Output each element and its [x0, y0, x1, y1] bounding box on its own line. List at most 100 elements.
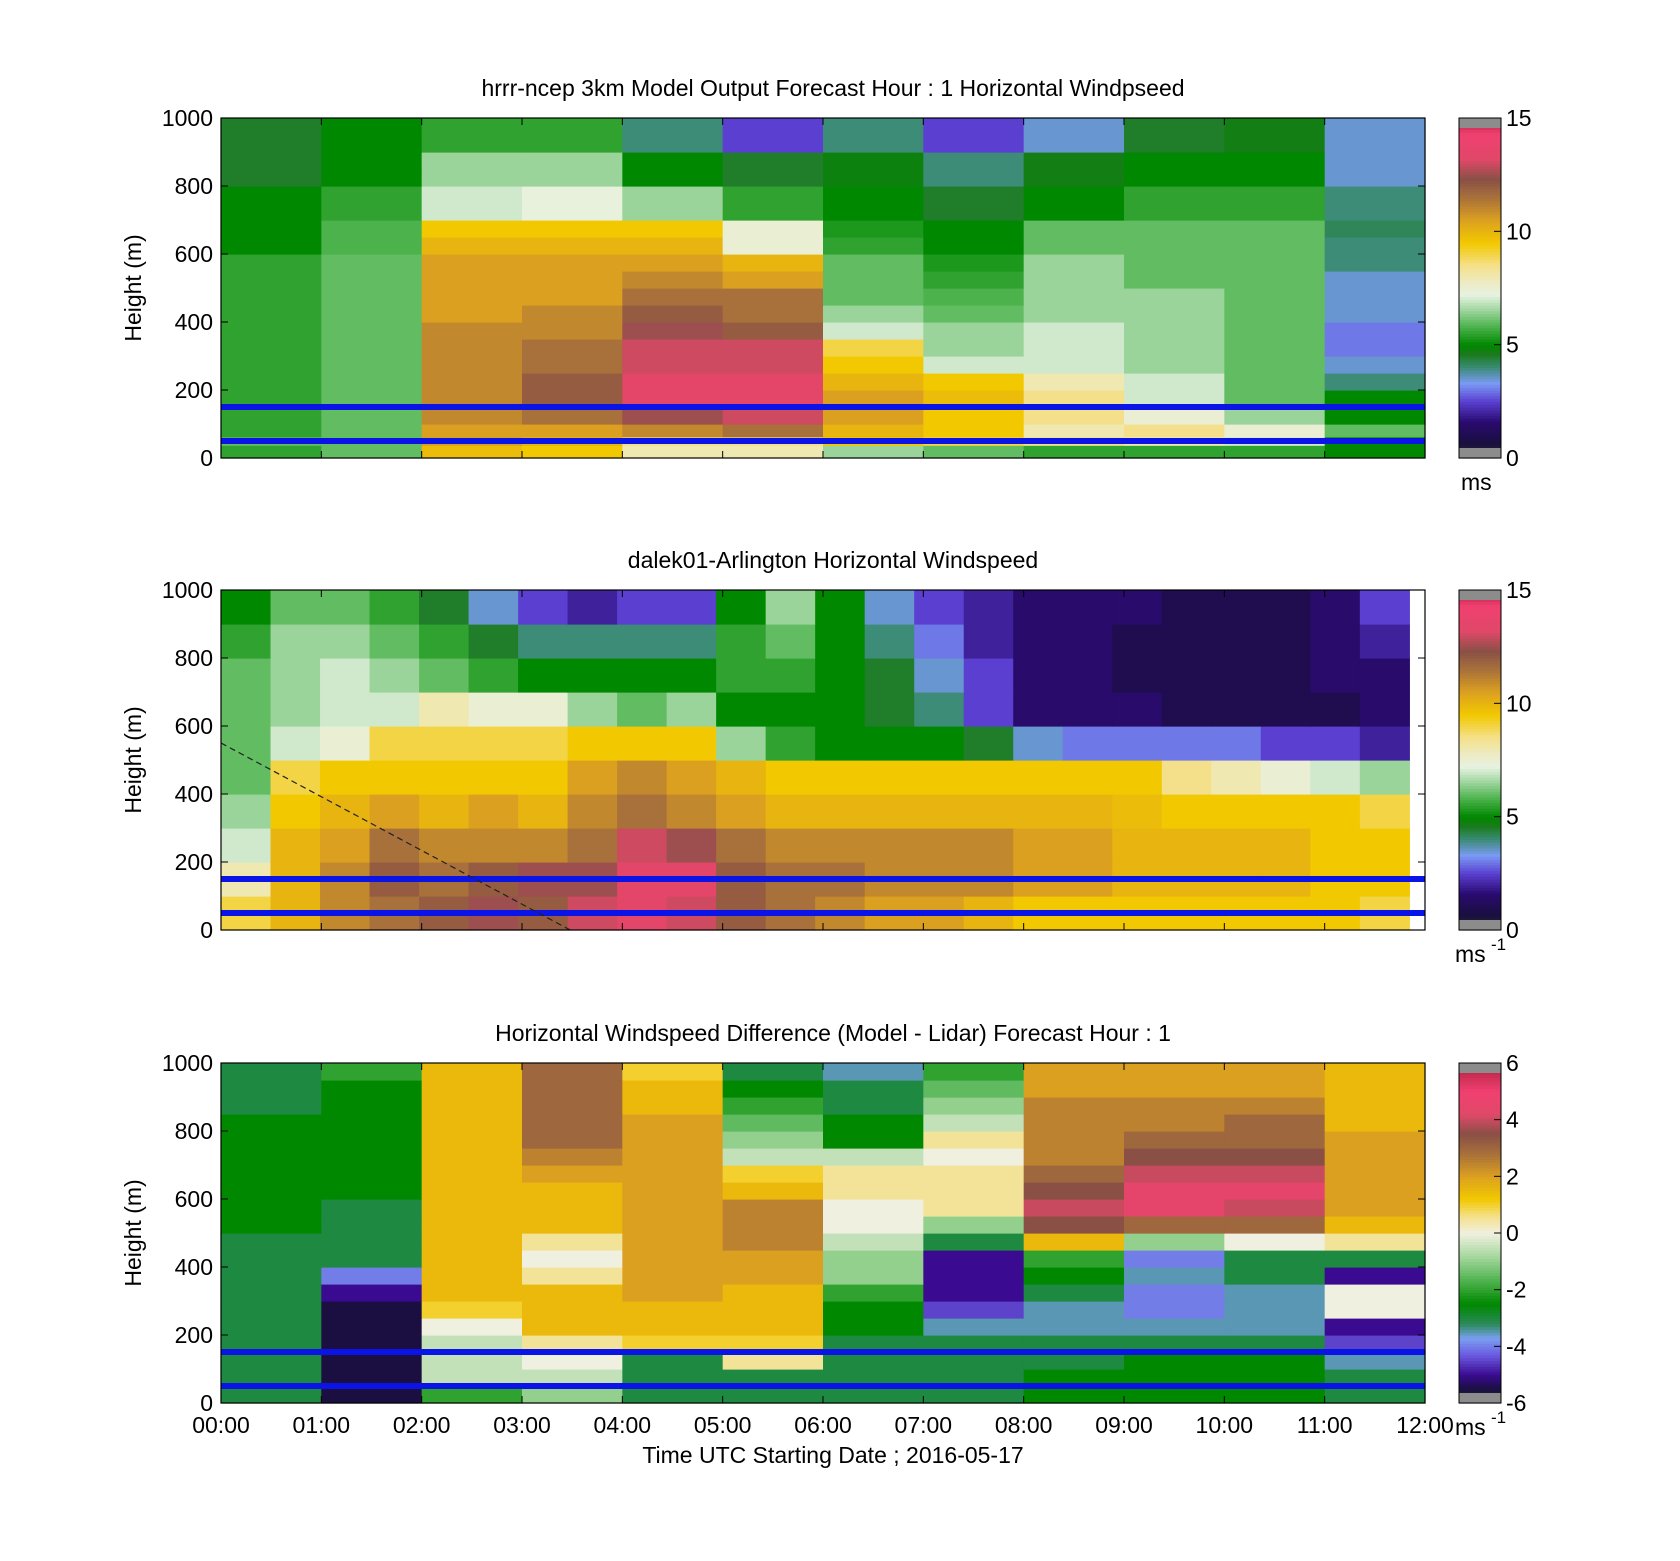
- heatmap-cell: [722, 1386, 824, 1404]
- heatmap-cell: [221, 1233, 322, 1251]
- heatmap-cell: [221, 692, 272, 727]
- colorbar-cap: [1459, 920, 1501, 930]
- panel-title: Horizontal Windspeed Difference (Model -…: [495, 1020, 1171, 1046]
- colorbar-segment: [1459, 129, 1501, 133]
- colorbar-segment: [1459, 1114, 1501, 1118]
- colorbar-segment: [1459, 268, 1501, 272]
- heatmap-cell: [1062, 794, 1113, 829]
- heatmap-cell: [716, 624, 767, 659]
- heatmap-cell: [1224, 445, 1326, 459]
- colorbar-tick-label: 0: [1506, 917, 1519, 943]
- colorbar-cap: [1459, 1063, 1501, 1073]
- heatmap-cell: [914, 760, 965, 795]
- colorbar-segment: [1459, 867, 1501, 872]
- heatmap-cell: [914, 692, 965, 727]
- colorbar-segment: [1459, 1292, 1501, 1296]
- heatmap-cell: [1324, 169, 1426, 187]
- heatmap-cell: [1124, 203, 1225, 221]
- heatmap-cell: [823, 390, 924, 408]
- heatmap-cell: [923, 203, 1025, 221]
- colorbar-segment: [1459, 310, 1501, 315]
- colorbar-segment: [1459, 896, 1501, 900]
- heatmap-cell: [864, 590, 915, 625]
- colorbar-segment: [1459, 876, 1501, 880]
- colorbar-segment: [1459, 186, 1501, 190]
- heatmap-cell: [1124, 1148, 1225, 1166]
- heatmap-cell: [923, 1301, 1025, 1319]
- model-windspeed-panel: 0 200 400 600 800 1000 hrrr-ncep 3km Model Out…: [120, 75, 1532, 495]
- heatmap-cell: [421, 1284, 523, 1302]
- colorbar-frame: [1458, 589, 1502, 931]
- heatmap-cell: [823, 1301, 924, 1319]
- colorbar-segment: [1459, 728, 1501, 733]
- heatmap-cell: [823, 339, 924, 357]
- colorbar-segment: [1459, 703, 1501, 707]
- heatmap-cell: [1359, 692, 1410, 727]
- colorbar-segment: [1459, 666, 1501, 670]
- heatmap-cell: [1124, 1284, 1225, 1302]
- heatmap-cell: [321, 1063, 423, 1081]
- colorbar-segment: [1459, 1278, 1501, 1282]
- heatmap-cell: [419, 590, 470, 625]
- colorbar-segment: [1459, 612, 1501, 617]
- heatmap-cell: [1013, 590, 1064, 625]
- colorbar-segment: [1459, 293, 1501, 298]
- heatmap-cell: [1224, 220, 1326, 238]
- colorbar-segment: [1459, 1238, 1501, 1243]
- heatmap-cell: [666, 794, 717, 829]
- colorbar-segment: [1459, 262, 1501, 266]
- heatmap-cell: [1023, 356, 1125, 374]
- heatmap-cell: [815, 658, 866, 693]
- colorbar-segment: [1459, 629, 1501, 634]
- heatmap-cell: [320, 692, 371, 727]
- heatmap-cell: [1359, 760, 1410, 795]
- heatmap-cell: [823, 1148, 924, 1166]
- heatmap-cell: [369, 624, 420, 659]
- colorbar-segment: [1459, 760, 1501, 764]
- heatmap-cell: [1224, 322, 1326, 340]
- heatmap-cell: [1260, 828, 1311, 863]
- heatmap-cell: [923, 152, 1025, 170]
- colorbar-segment: [1459, 404, 1501, 408]
- heatmap-cell: [666, 590, 717, 625]
- heatmap-cell: [421, 1250, 523, 1268]
- heatmap-cell: [622, 373, 724, 391]
- heatmap-cell: [1023, 1165, 1125, 1183]
- heatmap-cell: [522, 1233, 623, 1251]
- heatmap-cell: [1324, 1250, 1426, 1268]
- x-tick-label: 11:00: [1297, 1412, 1353, 1438]
- heatmap-cell: [622, 339, 724, 357]
- heatmap-cell: [1310, 624, 1361, 659]
- colorbar-segment: [1459, 1332, 1501, 1336]
- colorbar-segment: [1459, 1320, 1501, 1325]
- colorbar-segment: [1459, 754, 1501, 758]
- heatmap-cell: [617, 828, 668, 863]
- colorbar-segment: [1459, 621, 1501, 625]
- heatmap-cell: [1161, 760, 1212, 795]
- colorbar-segment: [1459, 353, 1501, 357]
- heatmap-cell: [1224, 305, 1326, 323]
- heatmap-cell: [963, 760, 1014, 795]
- colorbar-segment: [1459, 675, 1501, 679]
- heatmap-cell: [617, 726, 668, 761]
- colorbar-segment: [1459, 245, 1501, 249]
- heatmap-cell: [722, 1284, 824, 1302]
- colorbar-segment: [1459, 1323, 1501, 1328]
- colorbar-segment: [1459, 316, 1501, 320]
- colorbar-segment: [1459, 881, 1501, 886]
- heatmap-cell: [1124, 1114, 1225, 1132]
- heatmap-cell: [518, 658, 569, 693]
- heatmap-cell: [221, 624, 272, 659]
- heatmap-cell: [522, 1284, 623, 1302]
- heatmap-cell: [1124, 271, 1225, 289]
- heatmap-cell: [1124, 1352, 1225, 1370]
- heatmap-cell: [823, 1335, 924, 1353]
- heatmap-cell: [622, 1063, 724, 1081]
- colorbar-tick-label: -4: [1506, 1333, 1527, 1359]
- heatmap-cell: [716, 760, 767, 795]
- heatmap-cell: [1224, 1233, 1326, 1251]
- colorbar-segment: [1459, 1386, 1501, 1390]
- heatmap-cell: [823, 356, 924, 374]
- heatmap-cell: [1112, 760, 1163, 795]
- colorbar-tick-label: 4: [1506, 1107, 1519, 1133]
